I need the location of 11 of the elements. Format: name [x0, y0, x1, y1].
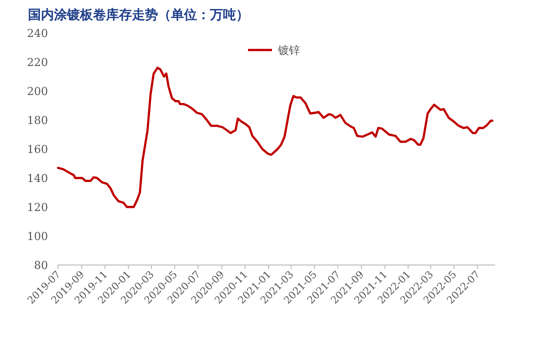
- ytick: 80: [34, 259, 48, 272]
- ytick: 100: [27, 230, 48, 243]
- ytick: 160: [27, 143, 48, 156]
- ytick: 180: [27, 114, 48, 127]
- title: 国内涂镀板卷库存走势（单位：万吨）: [28, 8, 249, 23]
- ytick: 140: [27, 172, 48, 185]
- ytick: 220: [27, 56, 48, 69]
- ytick: 240: [27, 27, 48, 40]
- ytick: 200: [27, 85, 48, 98]
- legend-text: 镀锌: [278, 44, 300, 57]
- ytick: 120: [27, 201, 48, 214]
